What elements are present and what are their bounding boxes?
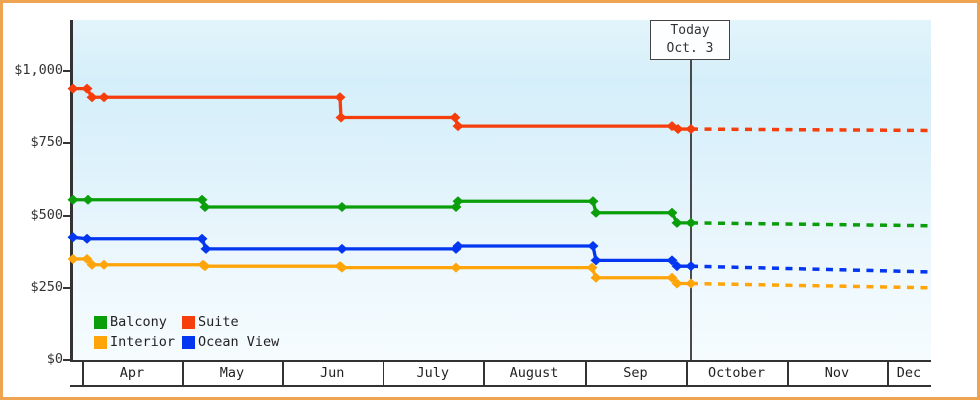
month-label-jun: Jun: [320, 365, 345, 381]
legend-label-oceanview: Ocean View: [198, 334, 280, 350]
month-divider: [182, 360, 184, 385]
month-label-may: May: [219, 365, 245, 381]
legend-label-balcony: Balcony: [110, 314, 167, 330]
legend-item-suite: Suite: [182, 314, 239, 330]
month-label-july: July: [416, 365, 450, 381]
y-tick-mark: [63, 142, 71, 145]
month-label-october: October: [708, 365, 765, 381]
legend-item-oceanview: Ocean View: [182, 334, 279, 350]
y-tick-label: $1,000: [14, 62, 63, 79]
month-divider: [282, 360, 284, 385]
y-tick-label: $750: [30, 134, 63, 151]
suite-swatch-icon: [182, 315, 195, 329]
month-label-dec: Dec: [896, 365, 922, 381]
month-divider: [686, 360, 688, 385]
legend-label-interior: Interior: [110, 334, 176, 350]
y-tick-label: $250: [30, 278, 63, 295]
month-divider: [887, 360, 889, 385]
ocean-view-swatch-icon: [182, 335, 195, 349]
y-tick-label: $0: [46, 351, 63, 367]
plot-area: [73, 20, 931, 360]
month-divider: [585, 360, 587, 385]
month-divider: [82, 360, 84, 385]
y-tick-mark: [63, 214, 71, 217]
today-callout-date: Oct. 3: [666, 41, 714, 56]
y-tick-mark: [63, 286, 71, 289]
month-label-august: August: [509, 365, 559, 381]
month-band-line: [70, 385, 931, 387]
month-band-line: [70, 360, 931, 362]
month-divider: [483, 360, 485, 385]
today-vertical-line: [690, 60, 692, 360]
y-tick-mark: [63, 70, 71, 73]
today-callout-title: Today: [670, 23, 710, 38]
month-divider: [787, 360, 789, 385]
legend-label-suite: Suite: [198, 314, 239, 330]
balcony-swatch-icon: [94, 315, 107, 329]
y-tick-mark: [63, 359, 71, 361]
legend-item-interior: Interior: [94, 334, 175, 350]
interior-swatch-icon: [94, 335, 107, 349]
month-label-sep: Sep: [623, 365, 648, 381]
month-label-nov: Nov: [824, 365, 850, 381]
month-label-apr: Apr: [119, 365, 145, 381]
legend-item-balcony: Balcony: [94, 314, 167, 330]
y-axis: [70, 20, 73, 361]
today-callout: Today Oct. 3: [650, 20, 730, 60]
month-divider: [382, 360, 384, 385]
y-tick-label: $500: [30, 206, 63, 223]
